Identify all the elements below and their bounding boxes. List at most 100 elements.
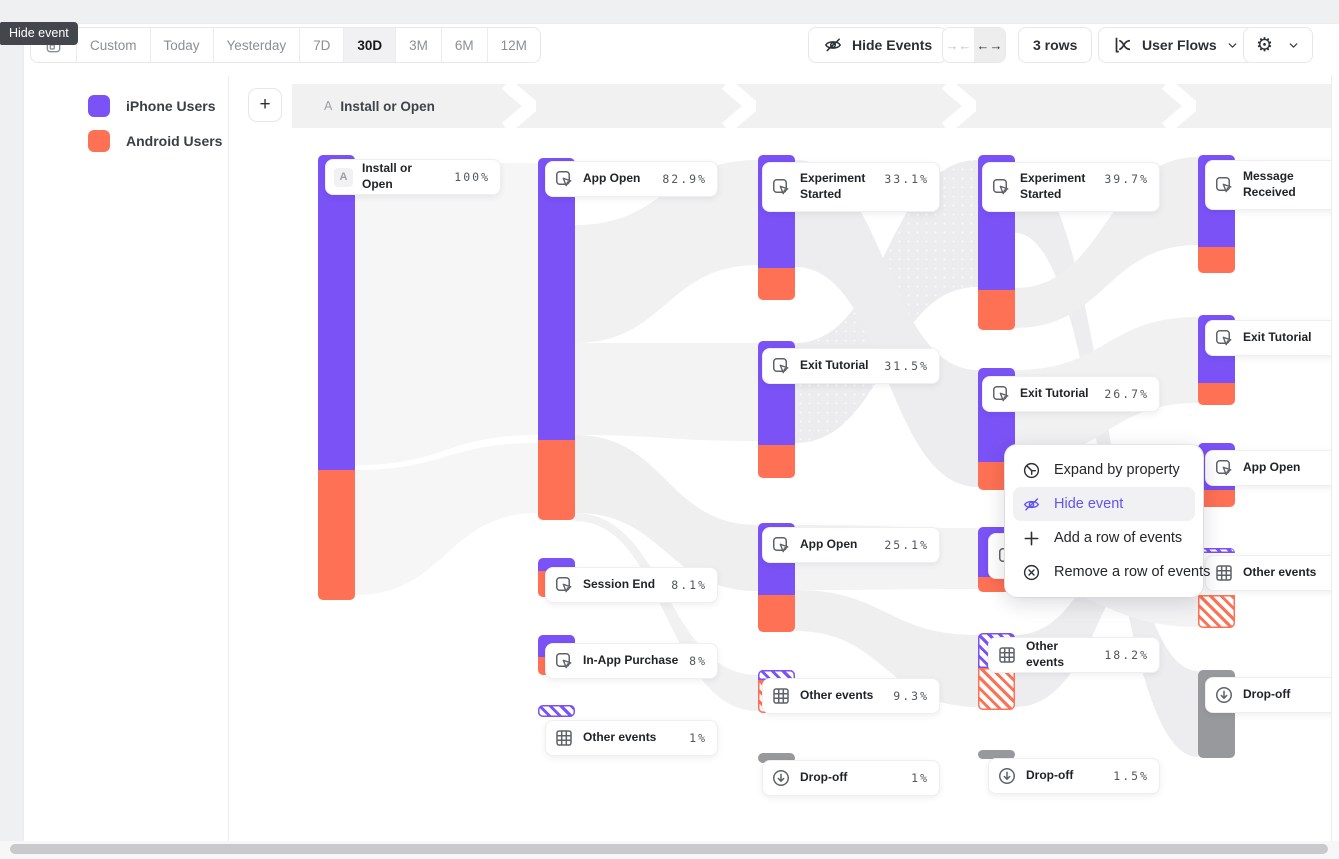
date-range-picker: Custom Today Yesterday 7D 30D 3M 6M 12M <box>30 27 541 63</box>
flow-node-label: Install or Open <box>362 161 413 191</box>
chevron-down-icon <box>1226 39 1239 52</box>
flow-node-message-received[interactable]: Message Received <box>1205 160 1331 210</box>
flow-node-other-events[interactable]: Other events 9.3% <box>762 678 940 714</box>
date-option-30d-selected[interactable]: 30D <box>343 28 396 62</box>
expand-columns-button[interactable]: ←→ <box>974 28 1005 62</box>
gear-icon: ⚙ <box>1256 33 1274 56</box>
event-icon <box>991 177 1011 197</box>
rows-count-button[interactable]: 3 rows <box>1018 27 1093 63</box>
flow-node-experiment-started[interactable]: Experiment Started 39.7% <box>982 162 1160 212</box>
bar-otherevents-android[interactable] <box>978 668 1015 710</box>
flow-node-drop-off[interactable]: Drop-off 1.5% <box>988 758 1160 794</box>
flow-node-app-open[interactable]: App Open 82.9% <box>545 161 718 197</box>
chart-type-dropdown[interactable]: User Flows <box>1098 27 1254 63</box>
flow-node-pct: 1.5% <box>1113 769 1149 783</box>
flow-node-drop-off[interactable]: Drop-off <box>1205 677 1331 713</box>
step-chevron-icon <box>942 84 976 128</box>
horizontal-scrollbar-thumb[interactable] <box>10 844 1328 854</box>
settings-dropdown[interactable]: ⚙ <box>1243 27 1313 63</box>
menu-item-hide-event[interactable]: Hide event <box>1013 487 1195 521</box>
flow-node-other-events[interactable]: Other events <box>1205 555 1331 591</box>
step-chevron-icon <box>502 84 536 128</box>
date-option-3m[interactable]: 3M <box>395 28 441 62</box>
date-option-7d[interactable]: 7D <box>299 28 343 62</box>
legend-item-android[interactable]: Android Users <box>88 130 222 152</box>
legend-item-iphone[interactable]: iPhone Users <box>88 95 215 117</box>
node-context-menu: Expand by property Hide event Add a row … <box>1005 445 1210 597</box>
flow-node-label: Drop-off <box>1026 768 1074 783</box>
date-option-yesterday[interactable]: Yesterday <box>212 28 300 62</box>
flow-node-other-events[interactable]: Other events 18.2% <box>988 637 1160 673</box>
flow-node-other-events[interactable]: Other events 1% <box>545 720 718 756</box>
menu-item-add-row-of-events[interactable]: Add a row of events <box>1013 521 1195 555</box>
bar-dropoff[interactable] <box>978 750 1015 759</box>
flow-node-label: In-App Purchase <box>583 653 679 668</box>
date-option-6m[interactable]: 6M <box>440 28 487 62</box>
bar-install-iphone[interactable] <box>318 155 355 470</box>
flow-node-pct: 18.2% <box>1104 648 1149 662</box>
bar-install-android[interactable] <box>318 470 355 600</box>
date-option-custom[interactable]: Custom <box>76 28 150 62</box>
bar-otherevents-iphone[interactable] <box>758 670 795 680</box>
bar-dropoff[interactable] <box>758 753 795 763</box>
bar-otherevents-android[interactable] <box>1198 595 1235 628</box>
flow-node-label: Message Received <box>1243 169 1296 199</box>
step-chevron-icon <box>1162 84 1196 128</box>
flow-node-label: Exit Tutorial <box>1020 386 1089 401</box>
collapse-columns-button[interactable]: →← <box>943 28 974 62</box>
chart-type-label: User Flows <box>1142 37 1217 53</box>
event-letter-badge: A <box>324 99 333 113</box>
flow-node-label: Experiment Started <box>800 171 866 201</box>
add-step-button[interactable]: + <box>248 88 282 122</box>
bar-otherevents-iphone[interactable] <box>538 705 575 717</box>
flow-node-label: App Open <box>800 537 858 552</box>
iphone-color-swatch <box>88 95 110 117</box>
flow-node-pct: 31.5% <box>884 359 929 373</box>
flow-node-exit-tutorial[interactable]: Exit Tutorial 31.5% <box>762 348 940 384</box>
flow-node-pct: 26.7% <box>1104 387 1149 401</box>
menu-item-expand-by-property[interactable]: Expand by property <box>1013 453 1195 487</box>
event-icon <box>1214 175 1234 195</box>
flow-node-exit-tutorial[interactable]: Exit Tutorial <box>1205 320 1331 356</box>
hide-events-button[interactable]: Hide Events <box>808 27 948 63</box>
hide-event-tooltip: Hide event <box>0 22 78 45</box>
flow-node-label: Exit Tutorial <box>800 358 869 373</box>
date-option-today[interactable]: Today <box>149 28 213 62</box>
step-header-first-event[interactable]: A Install or Open <box>324 84 435 128</box>
bar-otherevents-iphone[interactable] <box>1198 548 1235 553</box>
bar-experiment-android[interactable] <box>758 268 795 300</box>
eye-off-icon <box>823 35 843 55</box>
flow-node-exit-tutorial[interactable]: Exit Tutorial 26.7% <box>982 376 1160 412</box>
flow-node-label: Other events <box>800 688 874 703</box>
bar-appopen-android[interactable] <box>538 440 575 520</box>
menu-item-remove-row-of-events[interactable]: Remove a row of events <box>1013 555 1210 589</box>
column-width-toggle: →← ←→ <box>942 27 1006 63</box>
event-icon <box>771 177 791 197</box>
bar-exittutorial-android[interactable] <box>758 445 795 478</box>
flow-node-label: Drop-off <box>800 770 848 785</box>
flow-node-label: Drop-off <box>1243 687 1291 702</box>
flow-node-install-or-open[interactable]: A Install or Open 100% <box>325 159 501 195</box>
bar-exittutorial-android[interactable] <box>1198 383 1235 405</box>
arrows-inward-icon: →← <box>945 37 972 53</box>
bar-experiment-android[interactable] <box>978 290 1015 330</box>
flow-node-drop-off[interactable]: Drop-off 1% <box>762 760 940 796</box>
flow-node-pct: 8.1% <box>671 578 707 592</box>
flow-node-app-open[interactable]: App Open 25.1% <box>762 527 940 563</box>
grid-icon <box>771 686 791 706</box>
bar-messagereceived-android[interactable] <box>1198 247 1235 273</box>
flow-node-app-open[interactable]: App Open <box>1205 450 1331 486</box>
plus-icon <box>1022 529 1041 548</box>
event-icon <box>771 535 791 555</box>
flow-node-pct: 33.1% <box>884 172 929 186</box>
menu-item-label: Expand by property <box>1054 462 1180 478</box>
flow-node-experiment-started[interactable]: Experiment Started 33.1% <box>762 162 940 212</box>
flow-node-pct: 39.7% <box>1104 172 1149 186</box>
flow-node-in-app-purchase[interactable]: In-App Purchase 8% <box>545 643 718 679</box>
bar-appopen-android[interactable] <box>758 595 795 632</box>
flow-node-session-end[interactable]: Session End 8.1% <box>545 567 718 603</box>
bar-appopen-android[interactable] <box>1198 490 1235 507</box>
drop-off-icon <box>1214 685 1234 705</box>
bar-appopen-iphone[interactable] <box>538 158 575 440</box>
date-option-12m[interactable]: 12M <box>486 28 540 62</box>
